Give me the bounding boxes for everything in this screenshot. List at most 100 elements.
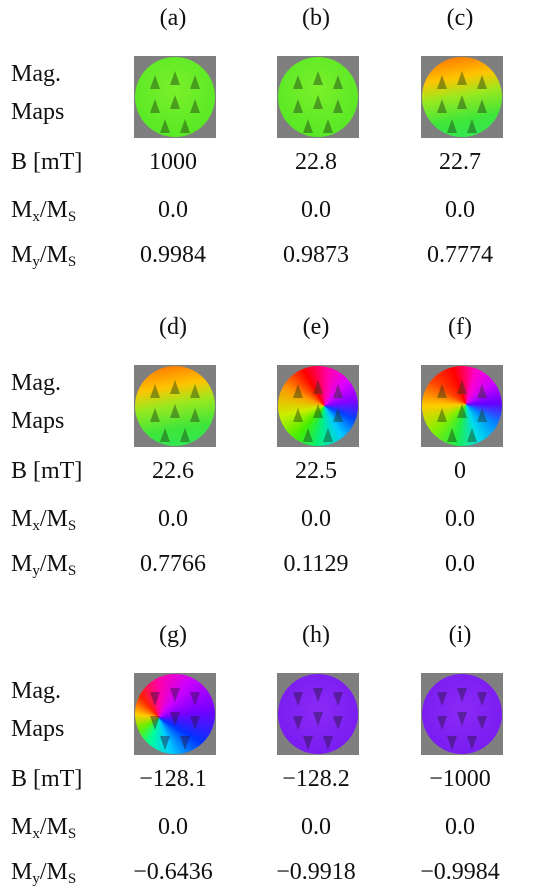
row-label: Mag. (11, 370, 61, 396)
row-label: B [mT] (11, 766, 83, 792)
arrow (323, 119, 333, 133)
subscript: S (67, 826, 77, 842)
row-label: Maps (11, 716, 65, 742)
arrow (190, 99, 200, 113)
magnetization-map (134, 56, 216, 138)
row-label: My/MS (11, 550, 77, 579)
arrow (333, 408, 343, 422)
arrow (293, 716, 303, 730)
subscript: S (67, 563, 77, 579)
map-disk (422, 366, 502, 446)
label-part: M (11, 551, 33, 577)
cell-value: 22.7 (439, 149, 481, 175)
panel-label: (h) (302, 622, 330, 648)
magnetization-map (134, 673, 216, 755)
subscript: y (32, 254, 40, 270)
arrow (160, 119, 170, 133)
map-disk (135, 674, 215, 754)
cell-value: −1000 (429, 766, 491, 792)
label-part: /M (39, 197, 68, 223)
arrow (180, 736, 190, 750)
arrow (150, 99, 160, 113)
magnetization-map (277, 365, 359, 447)
cell-value: 0.0 (301, 814, 331, 840)
arrow (170, 71, 180, 85)
arrow (313, 380, 323, 394)
arrow (190, 384, 200, 398)
label-part: M (11, 242, 33, 268)
magnetization-map (421, 365, 503, 447)
arrow (323, 736, 333, 750)
cell-value: 0.0 (158, 506, 188, 532)
arrow (477, 716, 487, 730)
panel-label: (a) (159, 5, 187, 31)
arrow (457, 688, 467, 702)
arrow (303, 119, 313, 133)
panel-label: (e) (302, 314, 330, 340)
arrow (303, 736, 313, 750)
arrow (160, 428, 170, 442)
cell-value: −0.9918 (276, 859, 356, 885)
magnetization-map (277, 56, 359, 138)
subscript: S (67, 254, 77, 270)
arrow (170, 95, 180, 109)
cell-value: 22.6 (152, 458, 194, 484)
cell-value: 0.0 (158, 814, 188, 840)
cell-value: 0.0 (158, 197, 188, 223)
cell-value: 0.0 (445, 551, 475, 577)
subscript: x (32, 826, 40, 842)
arrow (477, 384, 487, 398)
arrow (170, 404, 180, 418)
cell-value: 0.7774 (427, 242, 493, 268)
cell-value: 1000 (149, 149, 197, 175)
cell-value: 22.8 (295, 149, 337, 175)
arrow (150, 75, 160, 89)
arrow (447, 736, 457, 750)
row-label: B [mT] (11, 149, 83, 175)
label-part: /M (39, 551, 68, 577)
label-part: M (11, 506, 33, 532)
label-part: M (11, 859, 33, 885)
arrow (150, 384, 160, 398)
arrow (190, 716, 200, 730)
arrow (457, 712, 467, 726)
row-label: My/MS (11, 858, 77, 887)
panel-label: (f) (448, 314, 472, 340)
arrow (333, 692, 343, 706)
map-disk (278, 674, 358, 754)
arrow (457, 95, 467, 109)
arrow (190, 408, 200, 422)
panel-label: (b) (302, 5, 330, 31)
row-label: Mx/MS (11, 196, 76, 225)
label-part: M (11, 197, 33, 223)
arrow (180, 119, 190, 133)
label-part: M (11, 814, 33, 840)
arrow (313, 688, 323, 702)
subscript: x (32, 518, 40, 534)
label-part: /M (39, 506, 68, 532)
arrow (303, 428, 313, 442)
arrow (313, 712, 323, 726)
arrow (333, 99, 343, 113)
label-part: /M (39, 242, 68, 268)
arrow (477, 75, 487, 89)
cell-value: −0.9984 (420, 859, 500, 885)
subscript: x (32, 209, 40, 225)
arrow (333, 716, 343, 730)
arrow (333, 75, 343, 89)
panel-label: (i) (448, 622, 472, 648)
cell-value: 0.9873 (283, 242, 349, 268)
cell-value: 0.0 (445, 506, 475, 532)
arrow (293, 692, 303, 706)
subscript: S (67, 871, 77, 887)
arrow (293, 75, 303, 89)
magnetization-map (134, 365, 216, 447)
cell-value: 0 (454, 458, 466, 484)
magnetization-map (421, 56, 503, 138)
cell-value: 0.9984 (140, 242, 206, 268)
arrow (467, 428, 477, 442)
arrow (293, 99, 303, 113)
row-label: Maps (11, 99, 65, 125)
label-part: /M (39, 814, 68, 840)
panel-label: (d) (159, 314, 187, 340)
